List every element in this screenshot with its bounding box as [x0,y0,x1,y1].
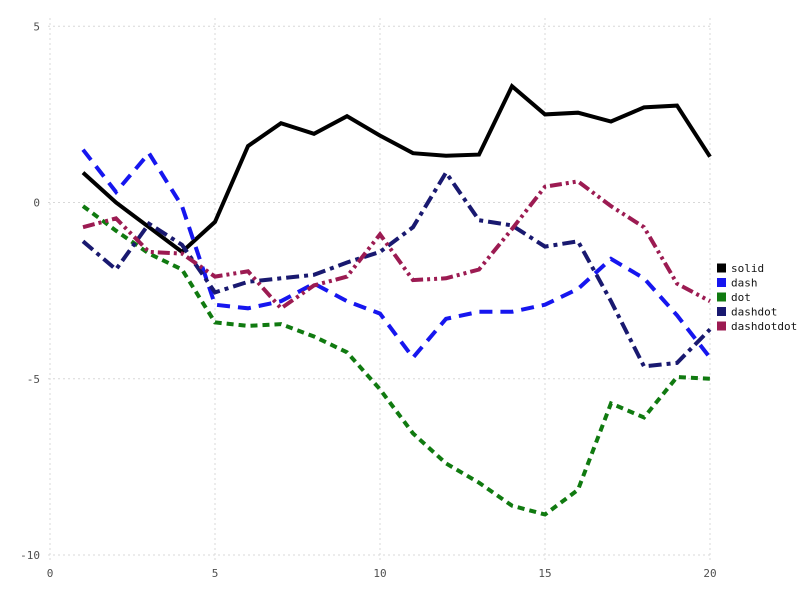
x-tick-label-10: 10 [373,567,386,580]
legend-label-dashdotdot: dashdotdot [731,320,797,333]
legend-swatch-dashdot [717,307,726,316]
x-tick-label-20: 20 [703,567,716,580]
x-tick-label-0: 0 [47,567,54,580]
legend-swatch-dashdotdot [717,321,726,331]
legend-label-dot: dot [731,291,751,304]
y-tick-label-0: 0 [33,197,40,210]
legend-swatch-dash [717,278,726,287]
y-tick-label-5: 5 [33,20,40,33]
series-line-dot [81,204,711,517]
legend-swatch-solid [717,263,726,273]
y-tick-label--5: -5 [27,373,40,386]
y-tick-label--10: -10 [20,549,40,562]
legend-label-solid: solid [731,262,764,275]
legend-label-dash: dash [731,277,758,290]
legend-label-dashdot: dashdot [731,306,777,319]
legend-swatch-dot [717,292,726,302]
x-tick-label-15: 15 [538,567,551,580]
series-line-dashdotdot [82,179,711,311]
series-line-dash [81,148,712,361]
series-line-solid [81,82,712,255]
series-line-dashdot [81,168,712,369]
x-tick-label-5: 5 [212,567,219,580]
